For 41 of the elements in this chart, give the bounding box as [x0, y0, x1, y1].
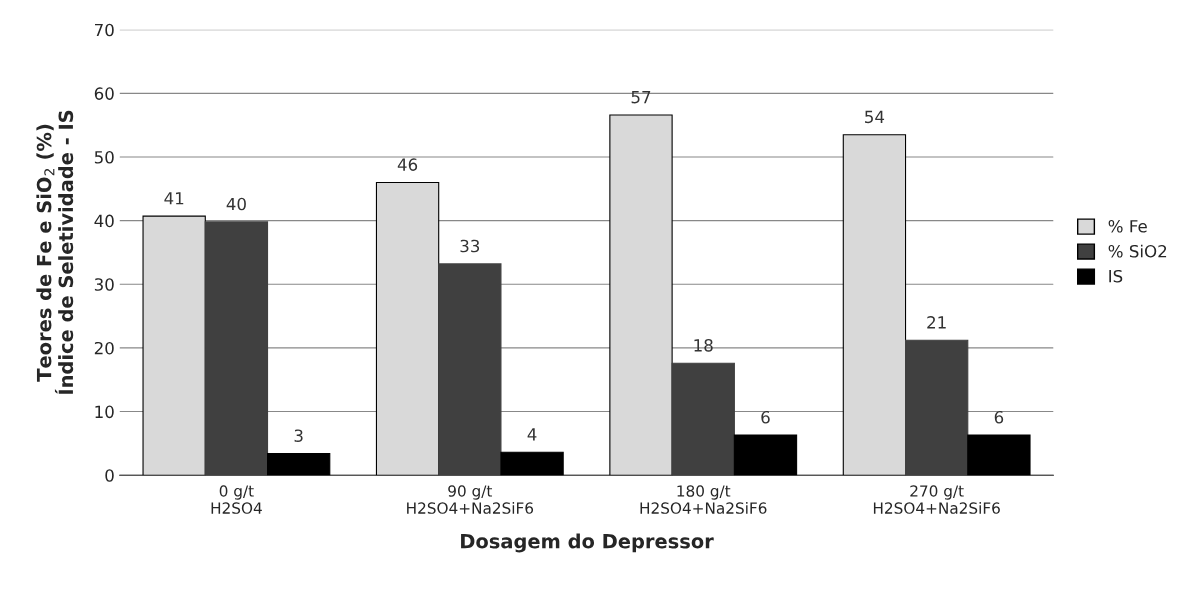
data-label: 21 [927, 316, 946, 329]
data-label: 41 [164, 192, 184, 205]
y-tick-label: 40 [94, 214, 114, 228]
y-tick-label: 0 [105, 469, 114, 482]
data-label: 40 [226, 197, 246, 211]
data-label: 6 [761, 410, 770, 424]
bar [733, 434, 798, 476]
bar [967, 434, 1031, 476]
x-tick-label: 90 g/t H2SO4+Na2SiF6 [407, 485, 534, 514]
bar [609, 114, 673, 476]
bar [142, 215, 206, 476]
data-label: 57 [631, 91, 651, 104]
y-tick-label: 70 [95, 23, 114, 37]
y-tick-label: 50 [94, 150, 114, 164]
data-label: 18 [694, 339, 713, 352]
data-label: 3 [294, 429, 303, 442]
data-label: 33 [460, 239, 480, 253]
data-label: 46 [397, 158, 418, 171]
legend-label: % SiO2 [1108, 244, 1167, 258]
data-label: 4 [527, 428, 537, 441]
bar [438, 263, 502, 476]
bar [671, 362, 735, 476]
bar [266, 453, 331, 476]
y-tick-label: 30 [94, 278, 114, 291]
data-label: 54 [865, 110, 885, 124]
bar [842, 134, 907, 476]
data-label: 6 [994, 410, 1004, 424]
y-tick-label: 60 [94, 87, 114, 100]
x-axis-title: Dosagem do Depressor [461, 533, 714, 553]
y-axis-title: Teores de Fe e SiO$_{2}$ (%) Índice de Seletividade - IS [36, 110, 74, 394]
bar [904, 339, 969, 476]
y-tick-label: 10 [95, 405, 114, 419]
bar [204, 221, 269, 476]
legend-label: % Fe [1108, 219, 1147, 233]
y-tick-label: 20 [94, 341, 114, 355]
bar [375, 181, 440, 476]
legend-label: IS [1109, 269, 1123, 283]
x-tick-label: 180 g/t H2SO4+Na2SiF6 [640, 485, 767, 514]
bar [500, 451, 564, 476]
x-tick-label: 0 g/t H2SO4 [211, 485, 262, 514]
x-tick-label: 270 g/t H2SO4+Na2SiF6 [873, 485, 1000, 514]
